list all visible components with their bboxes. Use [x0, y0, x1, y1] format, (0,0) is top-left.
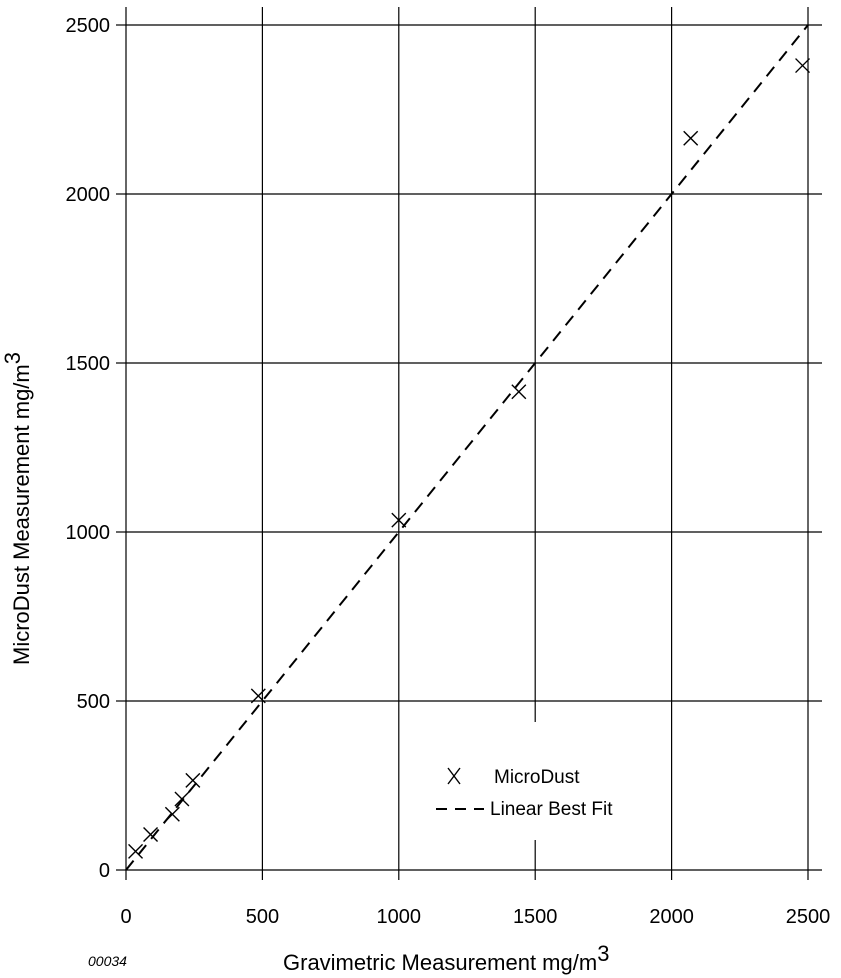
y-tick-label: 2500 [66, 15, 111, 37]
data-point-x-marker [250, 688, 266, 704]
x-tick-label: 2000 [649, 906, 694, 928]
data-point-x-marker [185, 772, 201, 788]
data-point-x-marker [143, 827, 159, 843]
x-tick-label: 500 [246, 906, 279, 928]
legend-background [412, 722, 657, 840]
marker-stroke [164, 806, 180, 822]
best-fit-line [125, 24, 809, 871]
x-tick-label: 0 [120, 906, 131, 928]
marker-stroke [391, 512, 407, 528]
data-point-x-marker [128, 843, 144, 859]
marker-stroke [185, 772, 201, 788]
marker-stroke [174, 791, 190, 807]
x-axis-title: Gravimetric Measurement mg/m3 [283, 941, 609, 975]
marker-stroke [143, 827, 159, 843]
y-tick-label: 2000 [66, 184, 111, 206]
marker-stroke [683, 130, 699, 146]
y-tick-label: 1500 [66, 353, 111, 375]
x-tick-label: 1500 [513, 906, 558, 928]
data-point-x-marker [391, 512, 407, 528]
marker-stroke [128, 843, 144, 859]
data-point-x-marker [683, 130, 699, 146]
y-axis-title: MicroDust Measurement mg/m3 [0, 352, 34, 665]
x-tick-label: 2500 [786, 906, 831, 928]
data-point-x-marker [174, 791, 190, 807]
x-tick-label: 1000 [377, 906, 422, 928]
best-fit-line-layer [125, 24, 809, 871]
legend-marker-stroke [447, 767, 461, 785]
figure-code: 00034 [88, 953, 127, 969]
axes [116, 7, 822, 880]
data-points [128, 58, 811, 859]
marker-stroke [795, 58, 811, 74]
legend-x-marker-icon [447, 767, 461, 785]
marker-stroke [511, 384, 527, 400]
marker-stroke [250, 688, 266, 704]
y-tick-label: 500 [77, 691, 110, 713]
legend-label-linear-best-fit: Linear Best Fit [490, 799, 613, 820]
data-point-x-marker [164, 806, 180, 822]
data-point-x-marker [511, 384, 527, 400]
grid [126, 7, 822, 870]
legend-label-microdust: MicroDust [494, 767, 580, 788]
legend: MicroDust Linear Best Fit [436, 767, 613, 820]
y-tick-label: 1000 [66, 522, 111, 544]
data-point-x-marker [795, 58, 811, 74]
tick-labels: 0 500 1000 1500 2000 2500 0 500 1000 1500 2000 2500 [66, 15, 831, 928]
y-tick-label: 0 [99, 860, 110, 882]
